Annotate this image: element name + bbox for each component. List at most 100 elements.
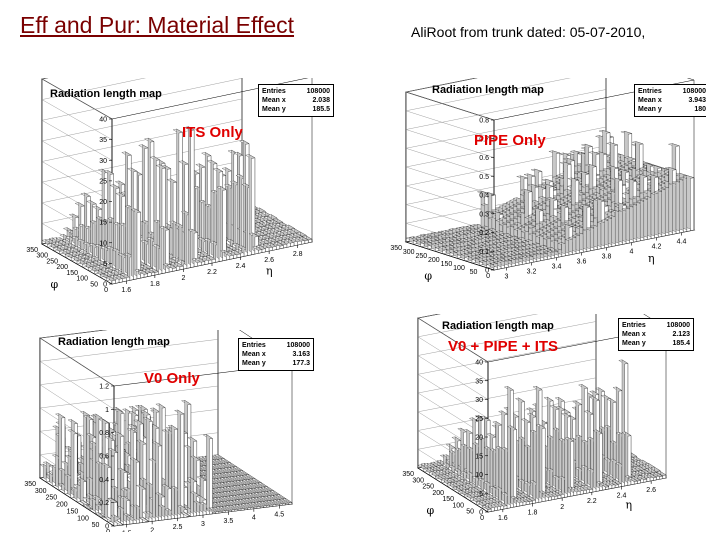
z-tick-label: 40 <box>475 360 483 367</box>
stats-meanx-value: 2.123 <box>672 331 690 338</box>
eta-tick-label: 3.8 <box>602 254 612 261</box>
stats-meany-label: Mean y <box>638 106 662 113</box>
z-tick-label: 0.8 <box>479 118 489 125</box>
eta-tick-label: 2.5 <box>173 524 183 531</box>
eta-tick-label: 2.2 <box>587 498 597 505</box>
stats-meanx-label: Mean x <box>622 331 646 338</box>
z-tick-label: 0.4 <box>99 477 109 484</box>
stats-meany-value: 180 <box>694 106 706 113</box>
z-tick-label: 0.3 <box>479 211 489 218</box>
z-tick-label: 0 <box>485 268 489 275</box>
plot-label-its-only: ITS Only <box>182 124 243 141</box>
eta-tick-label: 4.2 <box>652 244 662 251</box>
stats-entries-value: 108000 <box>666 322 690 329</box>
phi-tick-label: 350 <box>24 481 36 488</box>
phi-tick-label: 0 <box>486 273 490 280</box>
lego-bars <box>417 359 667 513</box>
stats-meany-label: Mean y <box>242 360 266 367</box>
phi-tick-label: 150 <box>67 508 79 515</box>
phi-tick-label: 50 <box>90 281 98 288</box>
eta-tick-label: 1.8 <box>150 281 160 288</box>
z-tick-label: 20 <box>99 199 107 206</box>
eta-tick-label: 1.6 <box>121 287 131 294</box>
z-tick-label: 0.1 <box>479 249 489 256</box>
eta-tick-label: 1.6 <box>498 515 508 522</box>
phi-tick-label: 250 <box>415 253 427 260</box>
stats-meany-value: 185.4 <box>672 340 690 347</box>
stats-entries-label: Entries <box>638 88 662 95</box>
plot-title: Radiation length map <box>58 336 170 348</box>
z-tick-label: 0 <box>105 524 109 531</box>
z-tick-label: 25 <box>475 416 483 423</box>
plot-v0-pipe-its: 0 5 10 15 20 25 30 35 40 1.6 1.8 2 2.2 2.4 2.6 0 50 100 15… <box>396 314 696 526</box>
plot-title: Radiation length map <box>50 88 162 100</box>
stats-entries-label: Entries <box>262 88 286 95</box>
plot-label-pipe-only: PIPE Only <box>474 132 546 149</box>
eta-tick-label: 2.4 <box>236 263 246 270</box>
lego-plot-pipe: 0 0.1 0.2 0.3 0.4 0.5 0.6 0.7 0.8 3 3.2 3.4 3.6 3.8 4 4… <box>390 78 696 283</box>
z-tick-label: 1.2 <box>99 384 109 391</box>
z-tick-label: 30 <box>99 158 107 165</box>
phi-tick-label: 0 <box>480 515 484 522</box>
stats-meany-value: 185.5 <box>312 106 330 113</box>
stats-meanx-label: Mean x <box>242 351 266 358</box>
eta-tick-label: 1.8 <box>528 510 538 517</box>
z-tick-label: 35 <box>99 137 107 144</box>
phi-tick-label: 200 <box>428 257 440 264</box>
axes: 0 0.1 0.2 0.3 0.4 0.5 0.6 0.7 0.8 3 3.2 3.4 3.6 3.8 4 4… <box>390 118 686 283</box>
eta-tick-label: 2.8 <box>293 251 303 258</box>
slide-title: Eff and Pur: Material Effect <box>20 12 295 38</box>
eta-tick-label: 4.5 <box>274 512 284 519</box>
stats-box: Entries 108000 Mean x 3.943 Mean y 180 <box>634 84 706 117</box>
lego-plot-all: 0 5 10 15 20 25 30 35 40 1.6 1.8 2 2.2 2.4 2.6 0 5010015… <box>402 314 667 523</box>
phi-axis-title: φ <box>51 278 59 291</box>
z-tick-label: 0.7 <box>479 136 489 143</box>
phi-tick-label: 200 <box>432 490 444 497</box>
stats-meanx-label: Mean x <box>262 97 286 104</box>
phi-tick-label: 150 <box>441 261 453 268</box>
z-tick-label: 0.2 <box>479 230 489 237</box>
stats-entries-value: 108000 <box>306 88 330 95</box>
axes: 0 5 10 15 20 25 30 35 40 1.6 1.8 2 2.2 2.4 2.6 0 5010015… <box>402 360 656 523</box>
phi-tick-label: 250 <box>422 484 434 491</box>
z-tick-label: 0.6 <box>479 155 489 162</box>
stats-meany-label: Mean y <box>622 340 646 347</box>
phi-tick-label: 350 <box>402 471 414 478</box>
eta-tick-label: 1.5 <box>122 530 132 532</box>
z-tick-label: 15 <box>99 220 107 227</box>
phi-tick-label: 250 <box>45 495 57 502</box>
eta-tick-label: 3.4 <box>552 264 562 271</box>
phi-tick-label: 350 <box>26 247 38 254</box>
eta-tick-label: 2 <box>560 504 564 511</box>
stats-meanx-value: 3.163 <box>292 351 310 358</box>
phi-tick-label: 300 <box>412 477 424 484</box>
eta-tick-label: 2.6 <box>646 487 656 494</box>
phi-tick-label: 0 <box>104 287 108 294</box>
phi-tick-label: 100 <box>453 265 465 272</box>
stats-entries-value: 108000 <box>286 342 310 349</box>
eta-tick-label: 4.4 <box>677 239 687 246</box>
eta-axis-title: η <box>626 499 633 512</box>
lego-bars <box>405 130 695 271</box>
z-tick-label: 0.5 <box>479 174 489 181</box>
z-tick-label: 15 <box>475 453 483 460</box>
plot-label-v0-pipe-its: V0 + PIPE + ITS <box>448 338 559 355</box>
z-tick-label: 25 <box>99 178 107 185</box>
phi-tick-label: 50 <box>92 522 100 529</box>
phi-tick-label: 250 <box>46 258 58 265</box>
phi-tick-label: 50 <box>470 269 478 276</box>
phi-tick-label: 150 <box>442 496 454 503</box>
plot-pipe-only: 0 0.1 0.2 0.3 0.4 0.5 0.6 0.7 0.8 3 3.2 3.4 3.6 3.8 4 4… <box>378 78 706 282</box>
stats-box: Entries 108000 Mean x 2.123 Mean y 185.4 <box>618 318 694 351</box>
phi-tick-label: 100 <box>452 502 464 509</box>
phi-tick-label: 50 <box>466 509 474 516</box>
lego-plot-v0: 00.20.40.60.811.21.522.533.544.505010015… <box>24 330 293 532</box>
z-tick-label: 40 <box>99 117 107 124</box>
z-tick-label: 0.8 <box>99 430 109 437</box>
stats-meany-value: 177.3 <box>292 360 310 367</box>
phi-tick-label: 200 <box>56 502 68 509</box>
z-tick-label: 20 <box>475 435 483 442</box>
eta-tick-label: 4 <box>252 515 256 522</box>
z-tick-label: 30 <box>475 397 483 404</box>
phi-tick-label: 350 <box>390 245 402 252</box>
